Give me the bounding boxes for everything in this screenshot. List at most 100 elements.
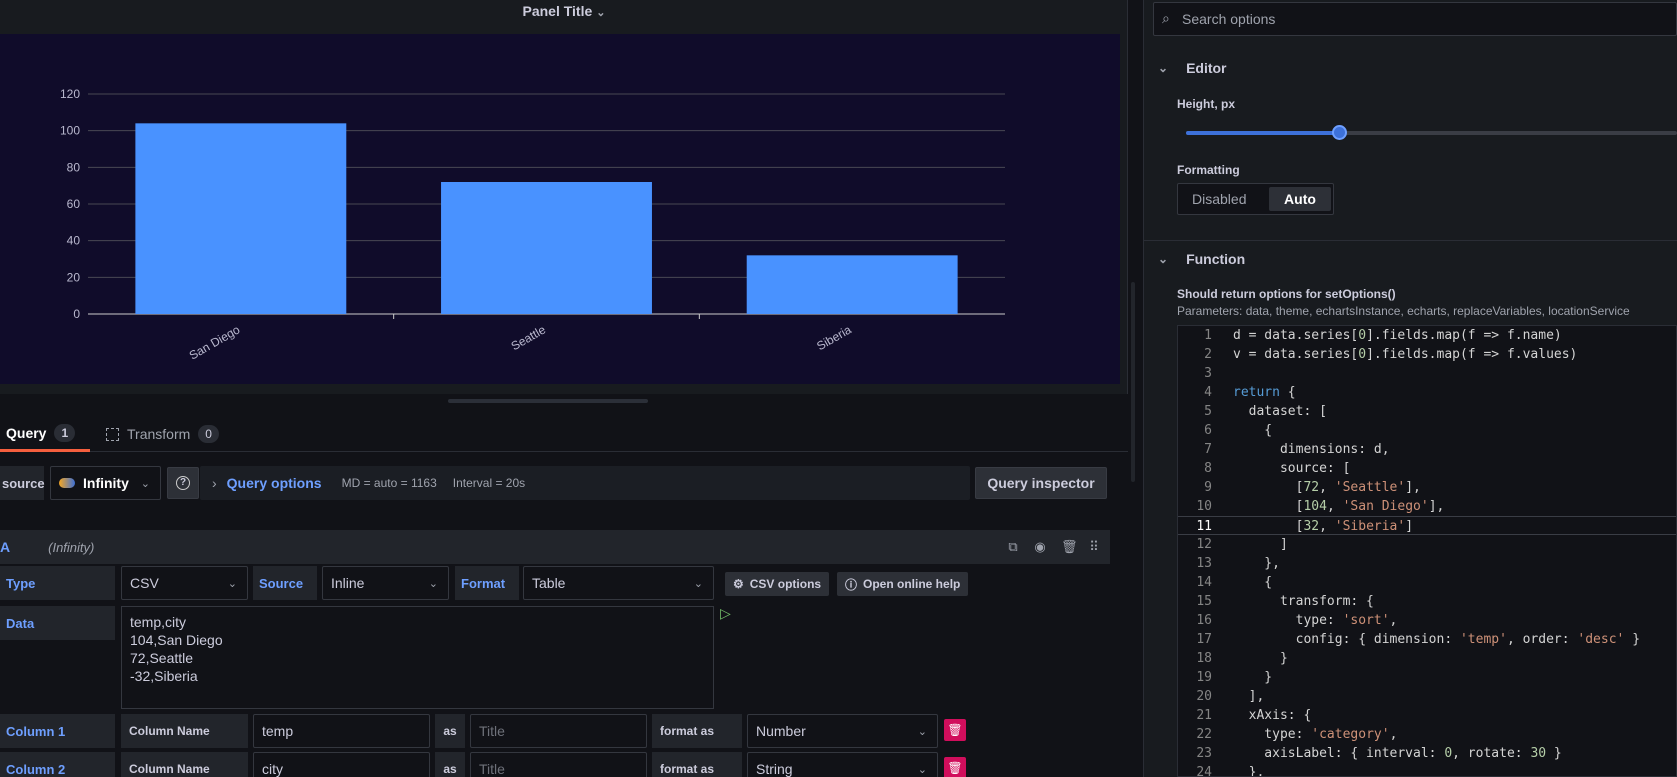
- help-button[interactable]: ?: [167, 467, 199, 499]
- code-line[interactable]: 19 }: [1178, 668, 1676, 687]
- chevron-down-icon: ⌄: [693, 577, 703, 590]
- search-options-input[interactable]: Search options: [1153, 2, 1677, 36]
- code-text: v = data.series[0].fields.map(f => f.val…: [1233, 347, 1578, 362]
- csv-options-button[interactable]: ⚙ CSV options: [725, 572, 830, 596]
- format-as-label: format as: [652, 752, 742, 777]
- splitter-handle[interactable]: [1131, 282, 1135, 482]
- x-tick-label: Seattle: [509, 322, 549, 353]
- query-inspector-button[interactable]: Query inspector: [975, 467, 1107, 499]
- pane-splitter[interactable]: [1128, 0, 1143, 777]
- format-select[interactable]: Table ⌄: [523, 566, 714, 600]
- line-number: 21: [1196, 708, 1212, 723]
- delete-column-1-button[interactable]: 🗑: [944, 719, 966, 741]
- code-line[interactable]: 24 },: [1178, 763, 1676, 776]
- column-name-label: Column Name: [121, 752, 248, 777]
- code-editor[interactable]: 1 d = data.series[0].fields.map(f => f.na…: [1177, 325, 1677, 777]
- run-icon[interactable]: ▷: [720, 605, 731, 621]
- bar[interactable]: [135, 123, 347, 314]
- code-line[interactable]: 6 {: [1178, 421, 1676, 440]
- type-select[interactable]: CSV ⌄: [121, 566, 248, 600]
- code-line[interactable]: 7 dimensions: d,: [1178, 440, 1676, 459]
- formatting-disabled-option[interactable]: Disabled: [1192, 191, 1247, 207]
- code-text: axisLabel: { interval: 0, rotate: 30 }: [1233, 746, 1562, 761]
- chevron-down-icon: ⌄: [917, 763, 927, 776]
- height-slider-track[interactable]: [1186, 131, 1677, 135]
- trash-icon: 🗑: [947, 761, 963, 775]
- data-textarea[interactable]: [121, 606, 714, 709]
- code-line[interactable]: 5 dataset: [: [1178, 402, 1676, 421]
- datasource-label: source: [0, 466, 45, 500]
- formatting-auto-option[interactable]: Auto: [1269, 187, 1331, 211]
- bar[interactable]: [441, 182, 652, 314]
- line-number: 2: [1204, 347, 1212, 362]
- tab-transform[interactable]: Transform 0: [106, 416, 219, 452]
- code-line[interactable]: 22 type: 'category',: [1178, 725, 1676, 744]
- code-line[interactable]: 8 source: [: [1178, 459, 1676, 478]
- code-text: type: 'category',: [1233, 727, 1398, 742]
- line-number: 16: [1196, 613, 1212, 628]
- delete-column-2-button[interactable]: 🗑: [944, 757, 966, 777]
- infinity-logo-icon: [59, 478, 75, 488]
- column-2-format-select[interactable]: String ⌄: [747, 752, 938, 777]
- datasource-picker[interactable]: Infinity ⌄: [50, 466, 161, 500]
- duplicate-icon[interactable]: ⧉: [1008, 539, 1018, 554]
- column-2-title-input[interactable]: Title: [470, 752, 647, 777]
- code-line[interactable]: 12 ]: [1178, 535, 1676, 554]
- drag-handle-icon[interactable]: ⠿: [1089, 539, 1099, 554]
- code-line[interactable]: 3: [1178, 364, 1676, 383]
- column-1-name-input[interactable]: temp: [253, 714, 430, 748]
- tab-query-label: Query: [6, 424, 47, 441]
- code-line[interactable]: 4 return {: [1178, 383, 1676, 402]
- function-section-header[interactable]: ⌄ Function: [1158, 251, 1246, 267]
- height-slider-handle[interactable]: [1332, 125, 1347, 140]
- tab-query[interactable]: Query 1: [0, 416, 90, 452]
- code-line[interactable]: 20 ],: [1178, 687, 1676, 706]
- line-number: 11: [1196, 519, 1212, 534]
- code-line[interactable]: 21 xAxis: {: [1178, 706, 1676, 725]
- formatting-radio-group: Disabled Auto: [1177, 183, 1334, 215]
- query-options-bar[interactable]: › Query options MD = auto = 1163 Interva…: [200, 466, 970, 500]
- code-line[interactable]: 11 [32, 'Siberia']: [1178, 516, 1676, 535]
- code-line[interactable]: 1 d = data.series[0].fields.map(f => f.na…: [1178, 326, 1676, 345]
- code-line[interactable]: 10 [104, 'San Diego'],: [1178, 497, 1676, 516]
- bar-chart: 0 20 40 60 80 100 120 San Diego Seattle Siberia: [60, 87, 1005, 363]
- source-select[interactable]: Inline ⌄: [322, 566, 449, 600]
- chart-area: 0 20 40 60 80 100 120 San Diego Seattle Siberia: [0, 34, 1120, 384]
- code-line[interactable]: 13 },: [1178, 554, 1676, 573]
- column-1-title-input[interactable]: Title: [470, 714, 647, 748]
- line-number: 13: [1196, 556, 1212, 571]
- chevron-right-icon: ›: [212, 475, 217, 491]
- trash-icon[interactable]: 🗑: [1061, 539, 1078, 554]
- height-slider-fill: [1186, 131, 1339, 135]
- code-text: [104, 'San Diego'],: [1233, 499, 1445, 514]
- height-label: Height, px: [1177, 97, 1236, 111]
- line-number: 15: [1196, 594, 1212, 609]
- code-text: dataset: [: [1233, 404, 1327, 419]
- tab-transform-count: 0: [198, 425, 219, 443]
- bar[interactable]: [746, 255, 958, 314]
- open-help-button[interactable]: ⓘ Open online help: [837, 572, 969, 596]
- code-line[interactable]: 23 axisLabel: { interval: 0, rotate: 30 …: [1178, 744, 1676, 763]
- resize-handle[interactable]: [448, 399, 648, 403]
- code-line[interactable]: 17 config: { dimension: 'temp', order: '…: [1178, 630, 1676, 649]
- eye-icon[interactable]: ◉: [1034, 539, 1046, 554]
- query-options-label[interactable]: Query options: [226, 475, 322, 491]
- code-text: {: [1233, 575, 1273, 590]
- code-line[interactable]: 14 {: [1178, 573, 1676, 592]
- chevron-down-icon: ⌄: [596, 7, 606, 19]
- line-number: 19: [1196, 670, 1212, 685]
- code-line[interactable]: 15 transform: {: [1178, 592, 1676, 611]
- query-ref[interactable]: A: [0, 539, 11, 555]
- code-line[interactable]: 16 type: 'sort',: [1178, 611, 1676, 630]
- query-row-header[interactable]: A (Infinity): [0, 530, 1110, 564]
- column-1-format-select[interactable]: Number ⌄: [747, 714, 938, 748]
- code-line[interactable]: 18 }: [1178, 649, 1676, 668]
- editor-section-header[interactable]: ⌄ Editor: [1158, 60, 1227, 76]
- y-tick-label: 100: [60, 124, 80, 138]
- code-line[interactable]: 2 v = data.series[0].fields.map(f => f.va…: [1178, 345, 1676, 364]
- line-number: 1: [1204, 328, 1212, 343]
- panel-title[interactable]: Panel Title ⌄: [0, 0, 1128, 22]
- column-2-name-input[interactable]: city: [253, 752, 430, 777]
- transform-icon: [106, 427, 119, 441]
- code-line[interactable]: 9 [72, 'Seattle'],: [1178, 478, 1676, 497]
